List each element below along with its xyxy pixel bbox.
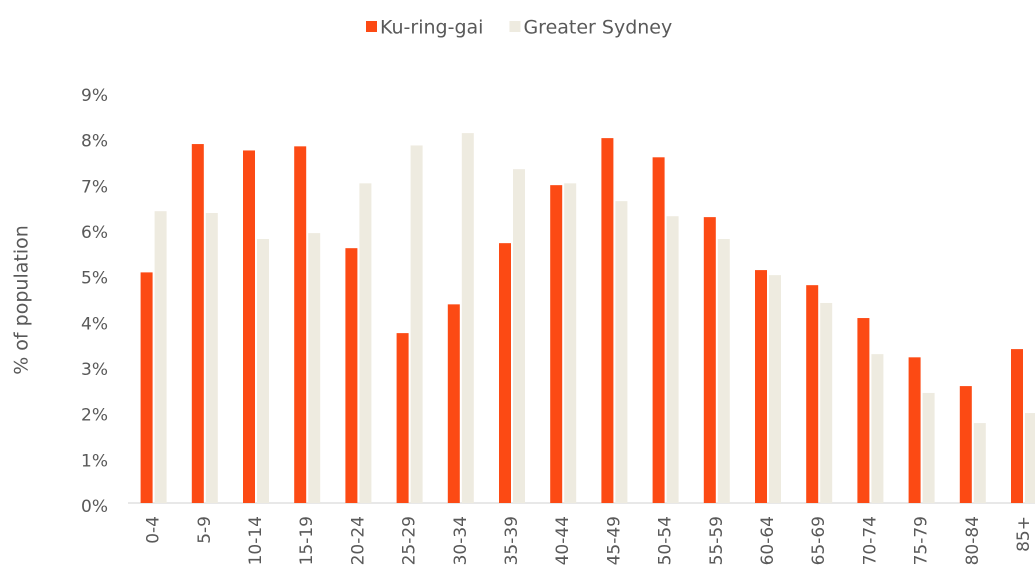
bar xyxy=(615,201,628,504)
bar xyxy=(820,302,833,503)
bar xyxy=(140,272,153,503)
bar xyxy=(359,183,372,504)
x-tick-label: 50-54 xyxy=(656,516,676,565)
bar xyxy=(410,145,423,503)
bar xyxy=(461,133,474,503)
bar xyxy=(205,213,218,503)
bar xyxy=(345,248,358,503)
bar xyxy=(564,183,577,504)
y-tick-label: 4% xyxy=(81,314,108,334)
bar xyxy=(447,304,460,503)
x-tick-label: 20-24 xyxy=(348,516,368,565)
bar xyxy=(973,423,986,503)
bar xyxy=(755,270,767,503)
y-tick-label: 3% xyxy=(81,360,108,380)
x-tick-label: 10-14 xyxy=(246,516,266,565)
bar xyxy=(257,239,269,503)
bar xyxy=(1025,413,1035,503)
x-tick-label: 30-34 xyxy=(451,516,471,565)
x-tick-label: 25-29 xyxy=(400,516,420,565)
bar xyxy=(154,211,167,503)
y-tick-label: 8% xyxy=(81,132,108,152)
bar xyxy=(806,285,819,503)
bar xyxy=(513,169,525,503)
x-tick-label: 0-4 xyxy=(144,516,164,544)
x-tick-label: 40-44 xyxy=(553,516,573,565)
legend-label: Ku-ring-gai xyxy=(380,17,483,39)
y-tick-label: 1% xyxy=(81,451,108,471)
bar xyxy=(308,233,321,504)
y-tick-label: 0% xyxy=(81,497,108,517)
legend-label: Greater Sydney xyxy=(523,17,672,39)
x-tick-label: 60-64 xyxy=(758,516,778,565)
bar xyxy=(871,354,884,503)
x-tick-label: 70-74 xyxy=(860,516,880,565)
bar xyxy=(922,392,935,503)
bar xyxy=(601,138,614,503)
x-tick-label: 15-19 xyxy=(297,516,317,565)
bar xyxy=(1011,349,1023,503)
bar xyxy=(908,357,921,503)
y-tick-label: 9% xyxy=(81,86,108,106)
x-tick-label: 45-49 xyxy=(604,516,624,565)
x-tick-label: 80-84 xyxy=(963,516,983,565)
y-tick-label: 6% xyxy=(81,223,108,243)
bar xyxy=(666,216,679,504)
y-tick-label: 2% xyxy=(81,406,108,426)
bar xyxy=(652,157,665,503)
x-tick-label: 75-79 xyxy=(912,516,932,565)
bar xyxy=(396,333,409,503)
bar xyxy=(703,217,716,504)
bar xyxy=(294,146,307,504)
legend-swatch xyxy=(509,21,521,32)
x-tick-label: 5-9 xyxy=(195,516,215,544)
bar xyxy=(243,150,255,503)
x-tick-label: 85+ xyxy=(1014,516,1034,552)
y-tick-label: 7% xyxy=(81,177,108,197)
bar xyxy=(499,243,511,503)
bar xyxy=(959,386,972,503)
legend-swatch xyxy=(366,21,377,32)
bar xyxy=(191,144,204,503)
x-tick-label: 55-59 xyxy=(707,516,727,565)
y-tick-label: 5% xyxy=(81,269,108,289)
x-tick-label: 65-69 xyxy=(809,516,829,565)
bar xyxy=(550,185,563,503)
x-tick-label: 35-39 xyxy=(502,516,522,565)
bar xyxy=(769,275,781,503)
bar xyxy=(857,318,870,503)
bar xyxy=(717,239,730,503)
y-axis-label: % of population xyxy=(11,225,33,375)
